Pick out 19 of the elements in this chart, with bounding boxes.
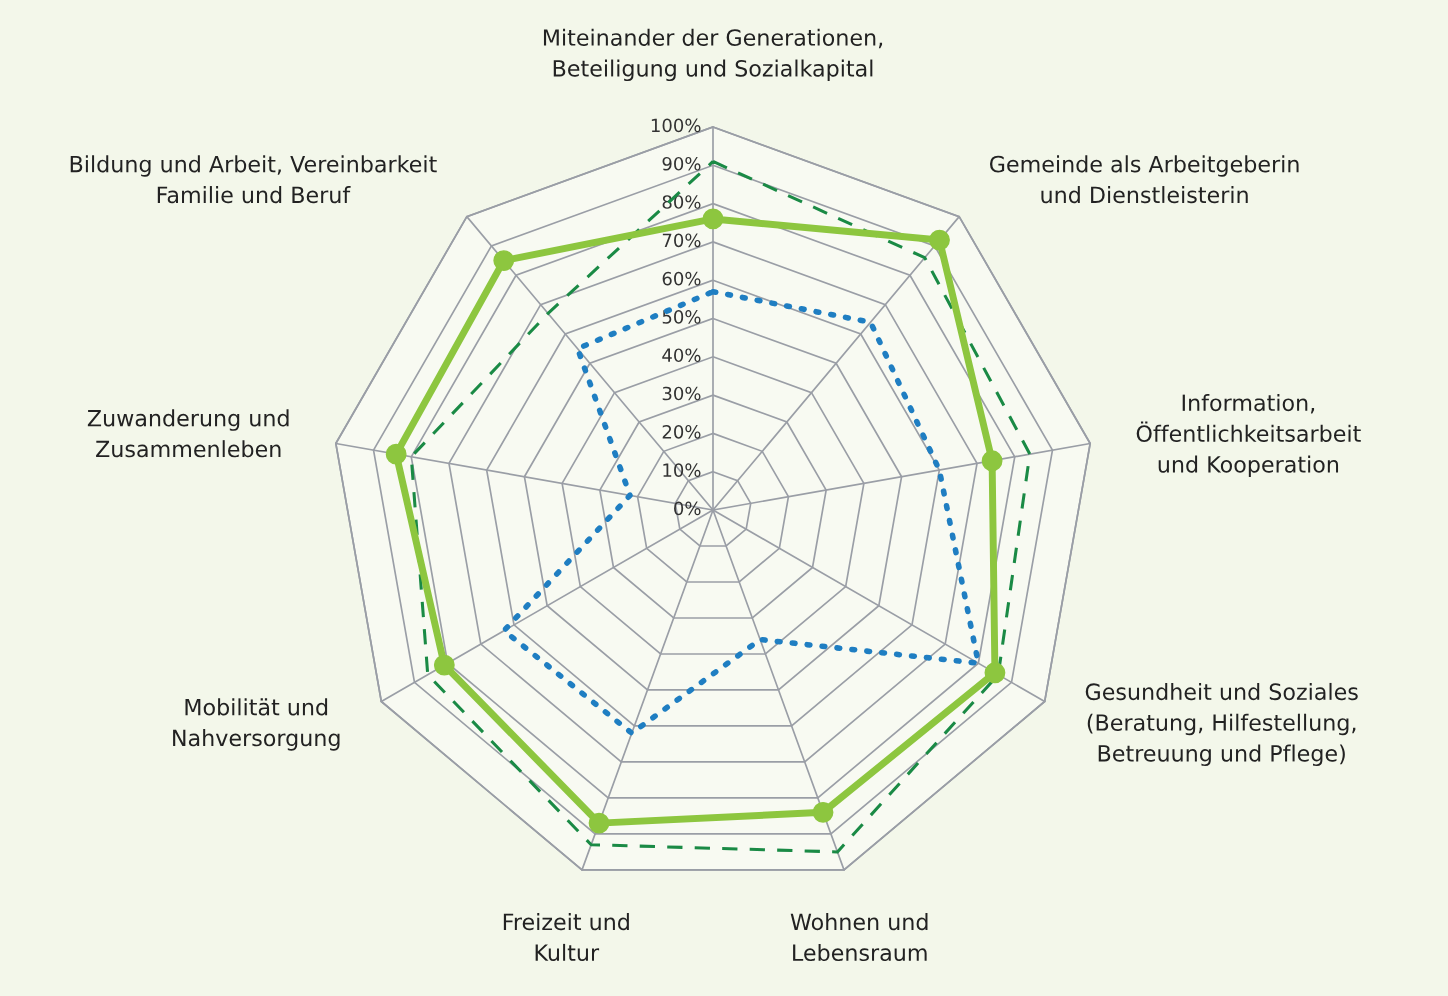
y-tick-label: 70% (662, 233, 701, 248)
y-tick-label: 90% (662, 156, 701, 171)
y-tick-label: 0% (674, 501, 701, 516)
spoke-label: Bildung und Arbeit, Vereinbarkeit Familie und Beruf (70, 155, 437, 204)
spoke-label: Information, Öffentlichkeitsarbeit und Kooperation (1136, 393, 1361, 478)
y-tick-label: 10% (663, 463, 701, 477)
y-tick-label: 80% (662, 195, 701, 209)
y-tick-label: 100% (651, 118, 701, 133)
spoke-label: Wohnen und Lebensraum (790, 913, 928, 962)
spoke-label: Gemeinde als Arbeitgeberin und Dienstleisterin (989, 155, 1299, 204)
y-tick-label: 30% (662, 386, 701, 401)
spoke-label: Gesundheit und Soziales (Beratung, Hilfestellung, Betreuung und Pflege) (1085, 682, 1358, 767)
y-tick-label: 40% (662, 348, 701, 363)
spoke-label: Zuwanderung und Zusammenleben (87, 409, 289, 458)
y-tick-label: 60% (662, 271, 701, 286)
y-tick-label: 20% (662, 424, 701, 439)
spoke-label: Freizeit und Kultur (503, 913, 629, 962)
spoke-label: Mobilität und Nahversorgung (173, 698, 340, 751)
spoke-label: Miteinander der Generationen, Beteiligung und Sozialkapital (543, 28, 883, 82)
